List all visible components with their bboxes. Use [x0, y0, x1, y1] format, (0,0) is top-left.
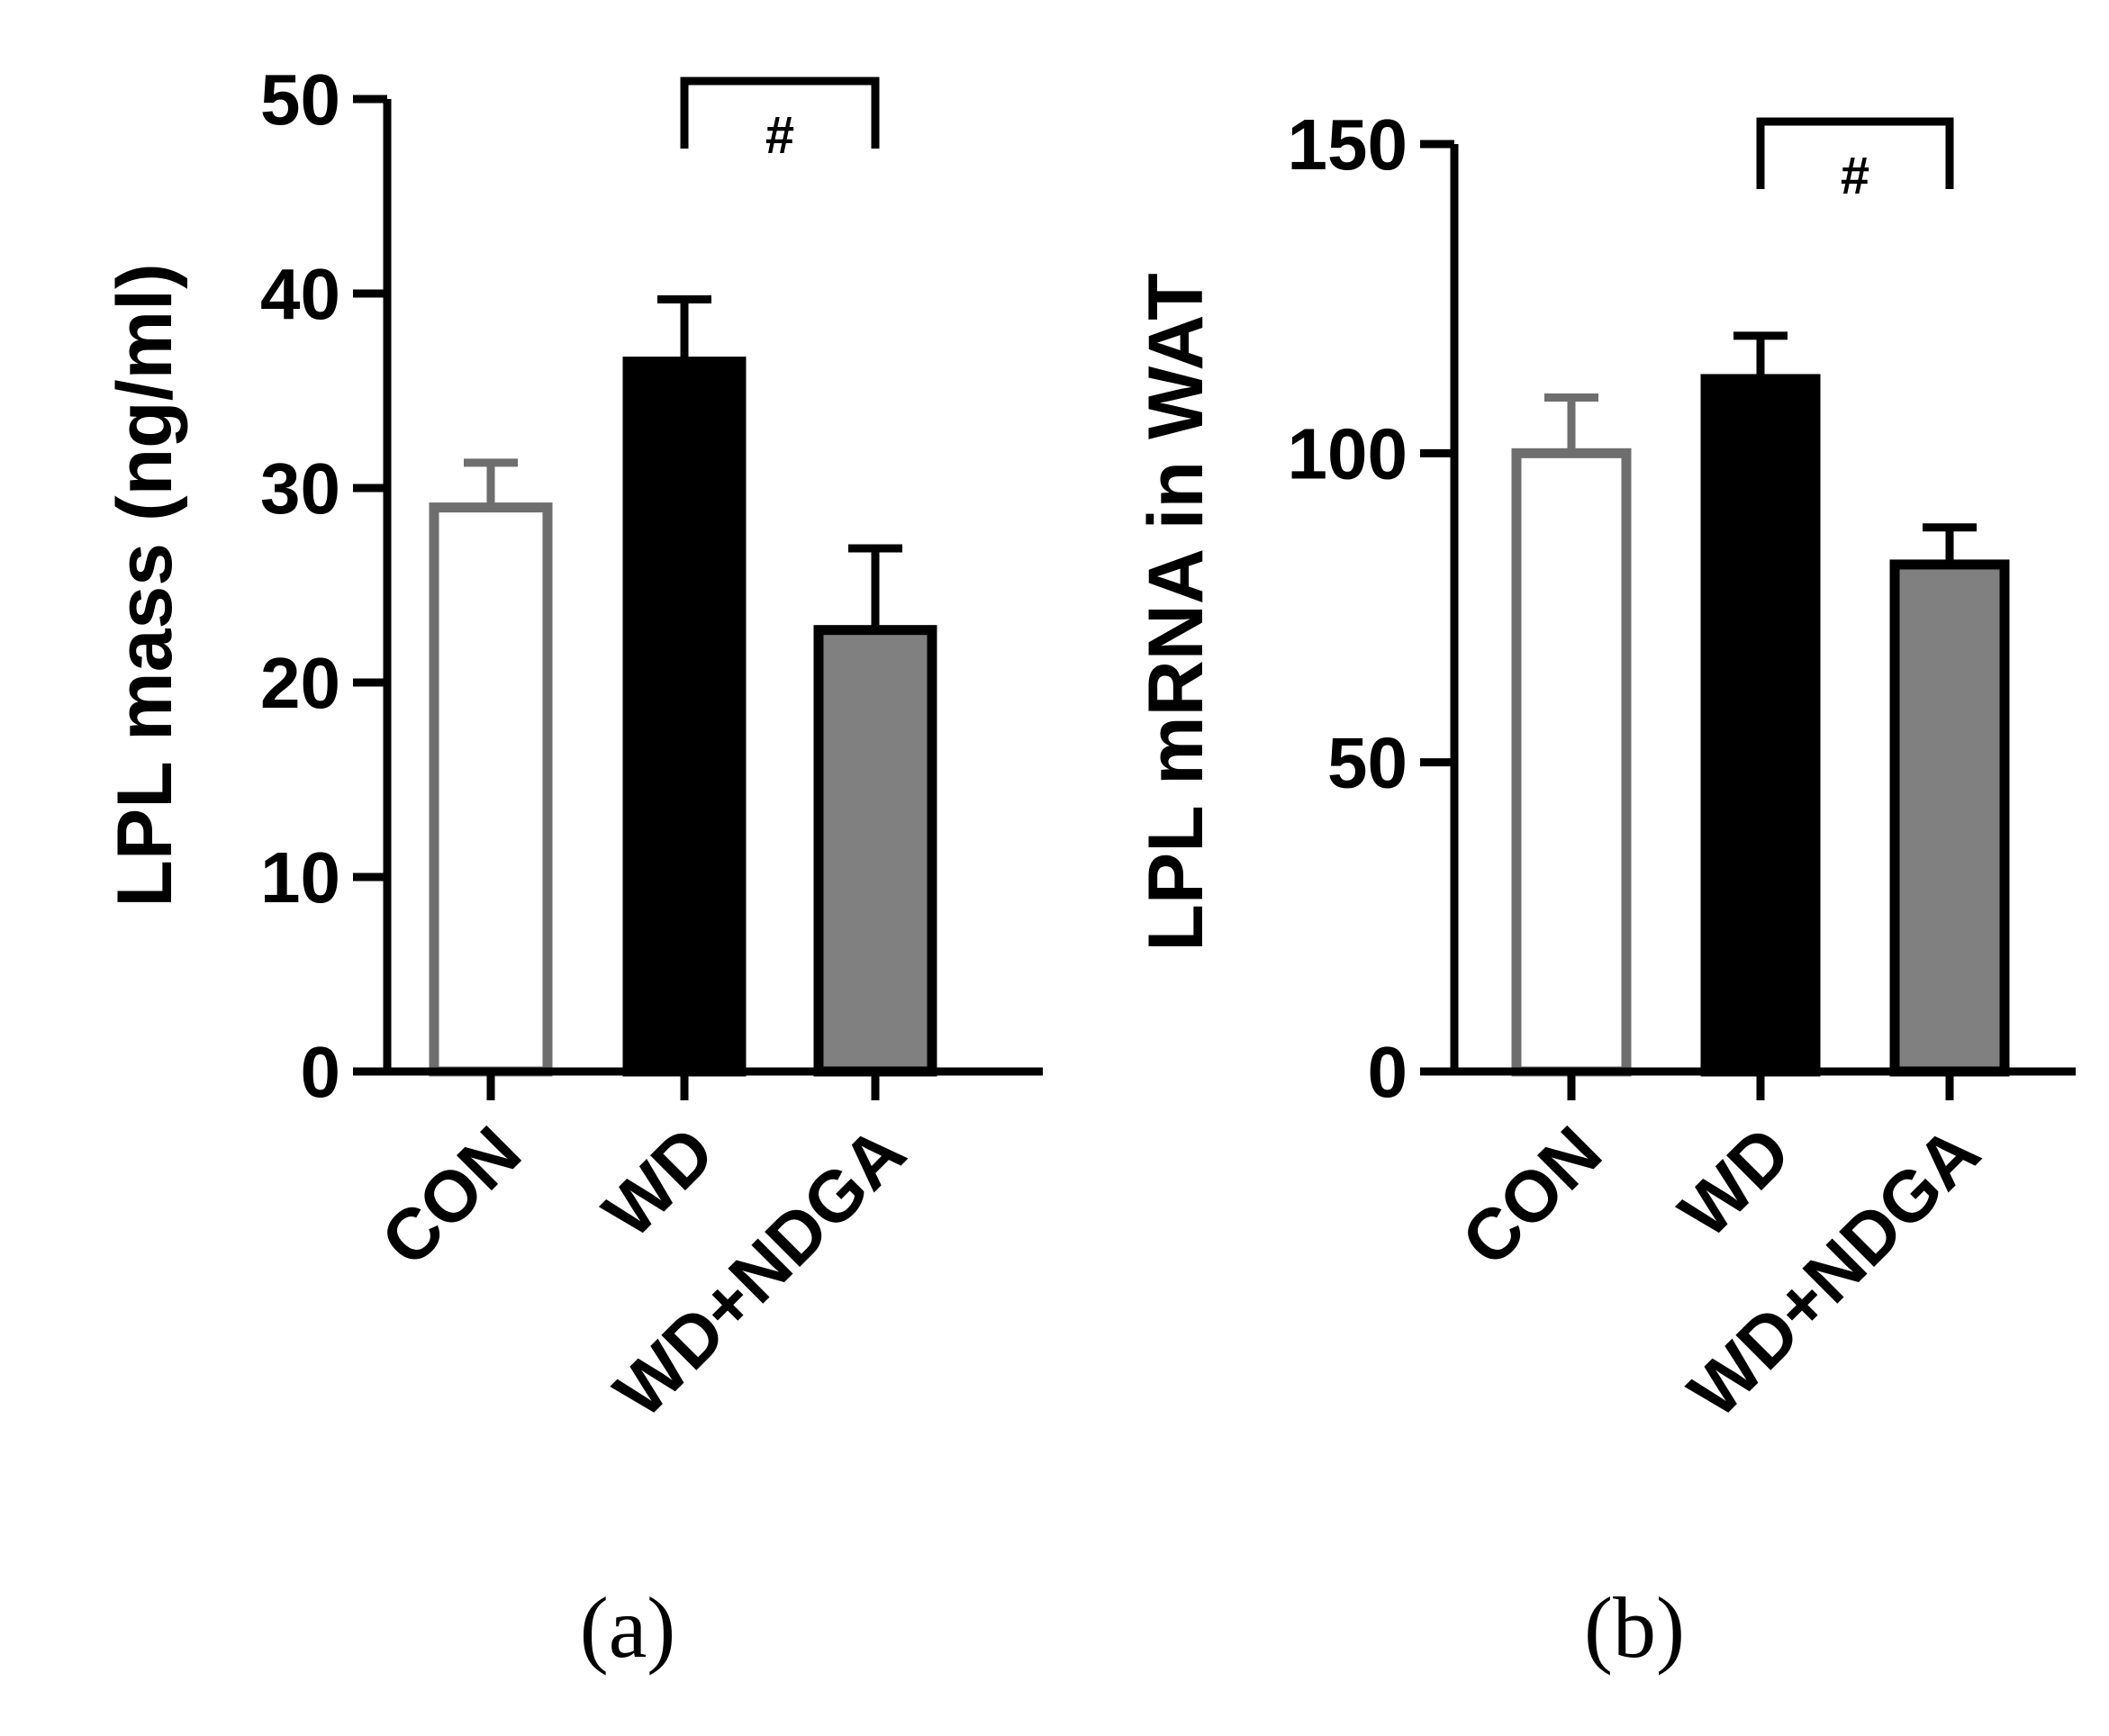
panel-label: (b) — [1584, 1579, 1685, 1676]
category-label: CON — [1446, 1111, 1616, 1281]
bar-wd+ndga — [1889, 559, 2010, 1077]
y-tick-label: 50 — [260, 59, 340, 140]
bar-con — [1511, 448, 1632, 1077]
significance-marker: # — [1841, 147, 1869, 205]
bar-con — [429, 502, 553, 1077]
bar-wd — [622, 357, 747, 1077]
y-tick-label: 30 — [260, 448, 340, 529]
y-tick-label: 20 — [260, 643, 340, 723]
y-tick-label: 0 — [1368, 1032, 1408, 1112]
y-tick-label: 150 — [1288, 104, 1408, 185]
y-tick-label: 40 — [260, 254, 340, 334]
panel-label: (a) — [580, 1579, 676, 1676]
y-axis-title: LPL mass (ng/ml) — [102, 263, 188, 907]
bar-wd+ndga — [813, 625, 937, 1077]
y-tick-label: 0 — [301, 1032, 341, 1112]
y-tick-label: 50 — [1327, 723, 1408, 803]
y-tick-label: 100 — [1288, 413, 1408, 493]
category-label: WD — [1664, 1111, 1806, 1252]
significance-marker: # — [765, 106, 794, 165]
significance-bracket — [680, 77, 880, 149]
significance-bracket — [1756, 117, 1954, 189]
bar-wd — [1700, 374, 1821, 1077]
category-label: WD — [588, 1111, 729, 1252]
category-label: CON — [366, 1111, 536, 1281]
y-tick-label: 10 — [260, 837, 340, 918]
y-axis-title: LPL mRNA in WAT — [1133, 273, 1219, 951]
